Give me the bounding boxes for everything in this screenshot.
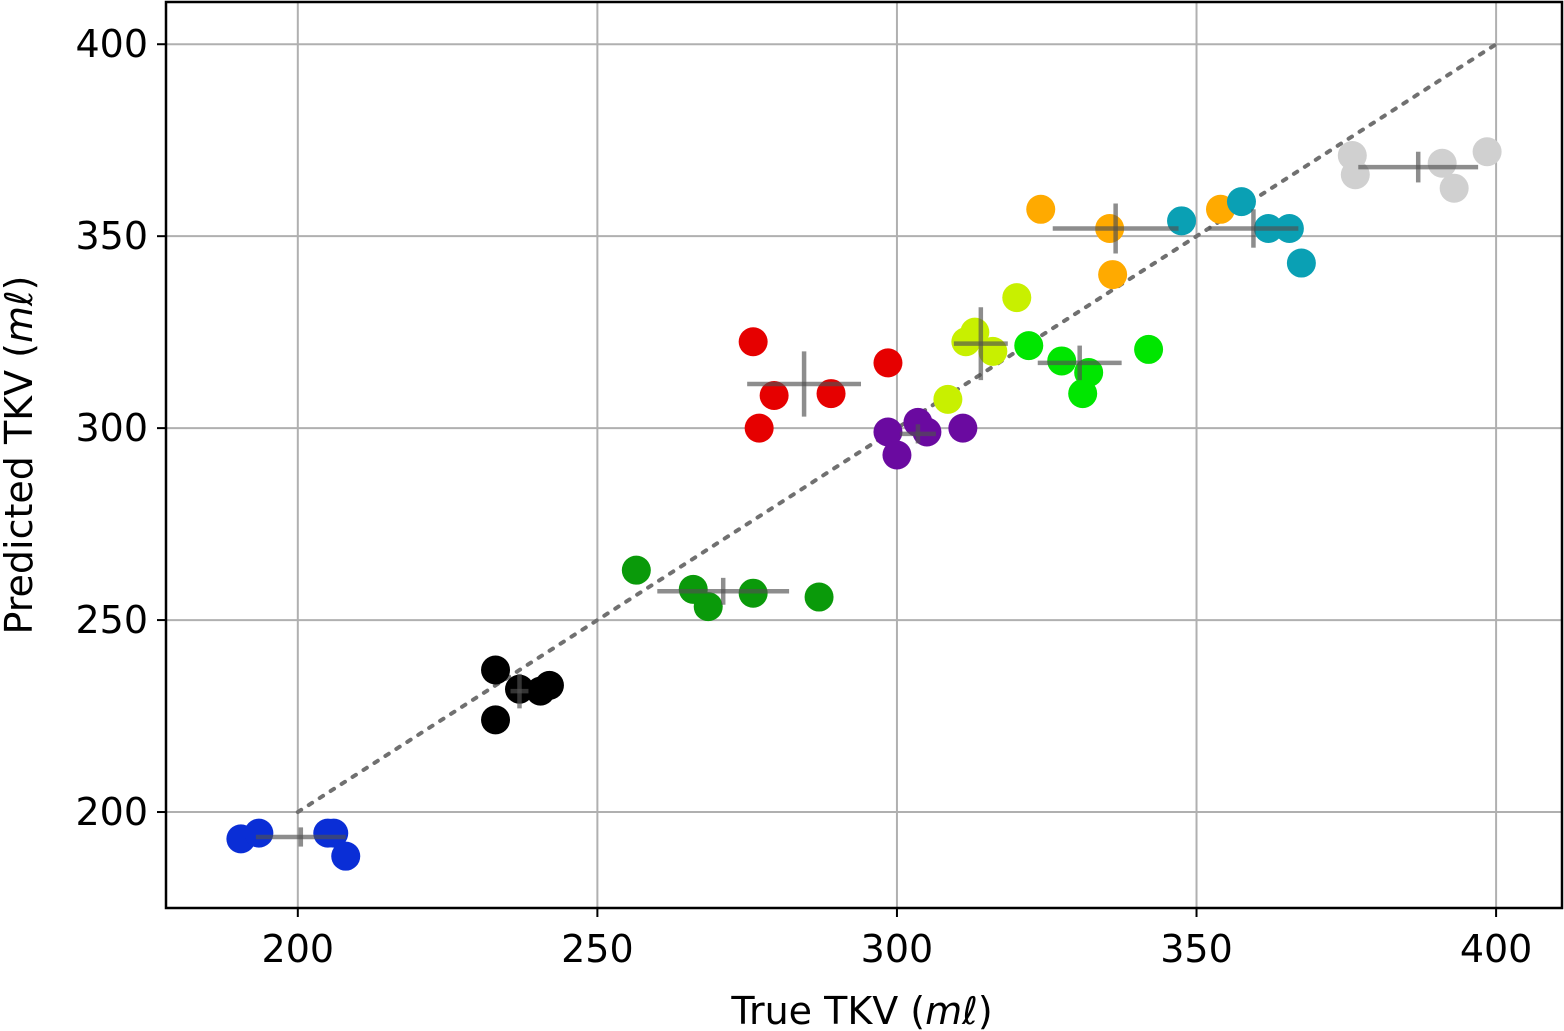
x-tick-label: 300 [861, 927, 934, 971]
data-point-yellow-green [1002, 283, 1032, 313]
data-point-light-gray [1439, 173, 1469, 203]
errorbar-teal [1208, 209, 1299, 248]
data-point-teal [1286, 248, 1316, 278]
data-point-red [738, 327, 768, 357]
series-red [738, 327, 903, 443]
y-tick-label: 300 [75, 406, 148, 450]
errorbar-light-gray [1358, 151, 1479, 183]
y-tick-label: 200 [75, 790, 148, 834]
data-point-black [534, 670, 564, 700]
data-point-blue [244, 818, 274, 848]
data-point-purple [882, 440, 912, 470]
x-tick-label: 400 [1460, 927, 1533, 971]
data-point-light-gray [1340, 160, 1370, 190]
data-point-green [693, 592, 723, 622]
grid-layer [166, 2, 1562, 908]
tick-layer: 200 250 300 350 400 200 250 300 350 400 [75, 22, 1532, 971]
x-tick-label: 200 [262, 927, 335, 971]
data-point-bright-green [1014, 331, 1044, 361]
data-point-green [621, 555, 651, 585]
data-point-blue [319, 818, 349, 848]
data-point-black [481, 705, 511, 735]
data-point-purple [873, 417, 903, 447]
data-point-teal [1226, 187, 1256, 217]
y-tick-label: 350 [75, 214, 148, 258]
data-point-blue [331, 841, 361, 871]
errorbar-purple [899, 424, 936, 444]
x-tick-label: 250 [561, 927, 634, 971]
data-point-green [804, 582, 834, 612]
data-point-black [481, 655, 511, 685]
data-point-bright-green [1134, 334, 1164, 364]
errorbar-blue [255, 827, 346, 847]
points-layer [226, 137, 1502, 871]
data-point-yellow-green [933, 384, 963, 414]
series-bright-green [1014, 331, 1164, 409]
series-black [481, 655, 564, 735]
series-teal [1167, 187, 1316, 278]
errorbar-red [747, 351, 862, 417]
data-point-red [759, 380, 789, 410]
plot-frame [164, 0, 1564, 910]
series-blue [226, 818, 361, 871]
x-axis-title: True TKV (mℓ) [730, 989, 992, 1031]
data-point-light-gray [1427, 148, 1457, 178]
errorbar-yellow-green [953, 307, 1008, 381]
series-purple [873, 407, 978, 470]
series-green [621, 555, 834, 622]
errorbar-bright-green [1037, 345, 1122, 381]
data-point-teal [1167, 206, 1197, 236]
data-point-red [816, 379, 846, 409]
data-point-purple [948, 413, 978, 443]
errorbar-black [510, 673, 529, 709]
series-orange [1026, 194, 1235, 290]
errorbar-green [657, 577, 790, 605]
data-point-red [873, 348, 903, 378]
y-tick-label: 250 [75, 598, 148, 642]
x-tick-label: 350 [1160, 927, 1233, 971]
errorbar-orange [1052, 203, 1179, 254]
data-point-orange [1026, 194, 1056, 224]
y-tick-label: 400 [75, 22, 148, 66]
data-point-light-gray [1472, 137, 1502, 167]
errorbar-layer [255, 151, 1479, 847]
data-point-orange [1098, 260, 1128, 290]
y-axis-title: Predicted TKV (mℓ) [0, 275, 41, 634]
data-point-red [744, 413, 774, 443]
